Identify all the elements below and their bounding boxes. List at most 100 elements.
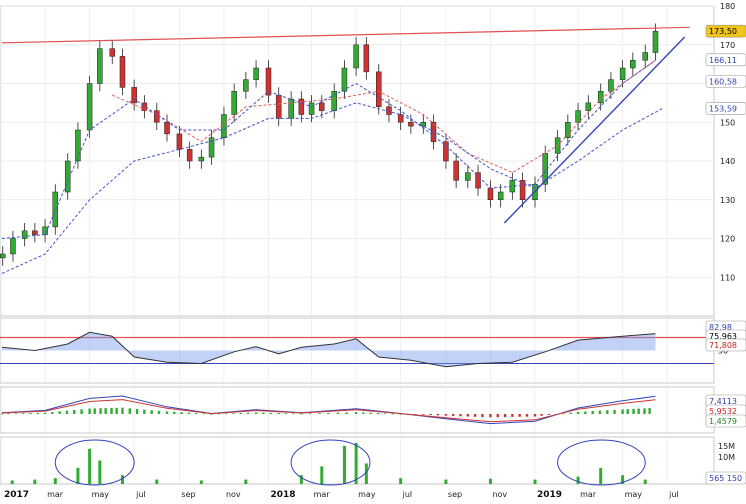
oscillator-badge-2-box	[705, 338, 746, 352]
macd-badge-1: 5,9532	[709, 407, 737, 416]
macd-histogram-bar	[621, 409, 624, 414]
candle-body	[475, 172, 481, 189]
candle-body	[319, 102, 325, 111]
volume-bar	[444, 479, 448, 484]
price-tick-label: 120	[720, 235, 735, 244]
macd-histogram-bar	[643, 408, 646, 414]
x-axis-label: may	[358, 490, 376, 499]
volume-bar	[621, 475, 625, 484]
macd-histogram-bar	[104, 408, 107, 414]
macd-histogram-bar	[187, 412, 191, 414]
macd-histogram-bar	[135, 408, 139, 414]
macd-histogram-bar	[422, 414, 425, 415]
candle-body	[186, 149, 193, 162]
candle-body	[154, 110, 160, 123]
candle-body	[119, 56, 126, 88]
macd-badge-0: 7,4113	[709, 397, 737, 406]
macd-histogram-bar	[318, 413, 321, 414]
macd-histogram-bar	[362, 412, 365, 414]
candle-body	[353, 44, 359, 69]
macd-histogram-bar	[648, 408, 651, 414]
macd-histogram-bar	[518, 414, 521, 417]
volume-bar	[199, 480, 203, 484]
volume-bar	[155, 479, 159, 484]
x-axis-label: 2018	[270, 490, 295, 500]
macd-histogram-bar	[459, 414, 462, 417]
x-axis-label: nov	[492, 490, 507, 499]
x-axis-label: 2019	[537, 490, 562, 500]
x-axis-label: mar	[314, 490, 331, 499]
price-badge-1: 166,11	[709, 56, 737, 65]
value-badges: 173,50 166,11 160,58 153,59 82,9875,96371,80…	[705, 24, 746, 485]
macd-histogram-bar	[632, 408, 635, 414]
candle-body	[141, 102, 148, 111]
macd-histogram-bar	[384, 413, 387, 415]
macd-histogram-bar	[284, 413, 288, 415]
price-badge-0-box	[705, 24, 746, 38]
candle-body	[97, 48, 103, 84]
macd-histogram-bar	[576, 411, 580, 414]
candle-body	[208, 137, 215, 158]
volume-bar	[643, 479, 647, 484]
candle-body	[243, 79, 249, 92]
candle-body	[198, 156, 205, 162]
volume-badge: 565 150	[709, 474, 742, 483]
oscillator-badge-2: 71,808	[709, 341, 737, 350]
resistance-line	[1, 26, 690, 44]
macd-histogram-bar	[354, 412, 358, 414]
macd-histogram-bar	[525, 414, 529, 417]
macd-signal-line	[1, 399, 656, 423]
price-badge-3-box	[705, 102, 746, 115]
macd-histogram-bar	[7, 413, 10, 415]
oscillator-fill	[2, 332, 656, 367]
volume-bar	[342, 445, 346, 484]
price-badge-3: 153,59	[709, 104, 737, 113]
price-tick-label: 150	[720, 118, 735, 127]
candle-body	[363, 44, 370, 73]
macd-panel	[0, 395, 656, 425]
macd-histogram-bar	[489, 414, 492, 418]
macd-histogram-bar	[14, 413, 18, 415]
macd-histogram-bar	[217, 413, 221, 415]
oscillator-panel	[0, 331, 714, 368]
candle-body	[164, 122, 170, 135]
volume-bar	[533, 479, 537, 484]
candle-body	[341, 67, 348, 92]
macd-histogram-bar	[308, 413, 312, 415]
volume-bar	[33, 479, 37, 484]
candle-body	[288, 98, 294, 119]
macd-histogram-bar	[466, 414, 470, 417]
macd-histogram-bar	[157, 410, 161, 414]
macd-histogram-bar	[496, 414, 499, 418]
oscillator-badge-0: 82,98	[709, 323, 732, 332]
candle-body	[131, 87, 137, 104]
volume-bar	[399, 478, 403, 484]
axis-labels: 1101201301401501601701805015M10M2017marm…	[4, 2, 735, 500]
macd-histogram-bar	[444, 414, 448, 416]
macd-histogram-bar	[99, 408, 102, 414]
macd-histogram-bar	[540, 414, 543, 416]
volume-highlight-ellipse-0	[54, 439, 135, 486]
x-axis-label: sep	[181, 490, 195, 499]
macd-histogram-bar	[533, 414, 537, 417]
candle-body	[42, 226, 48, 235]
macd-histogram-bar	[503, 414, 507, 418]
oscillator-line	[1, 331, 656, 368]
macd-histogram-bar	[224, 413, 228, 415]
macd-badge-2-box	[705, 414, 746, 428]
candle-body	[308, 102, 315, 115]
price-badge-2-box	[705, 74, 746, 88]
candle-body	[109, 48, 115, 57]
macd-histogram-bar	[29, 413, 32, 414]
macd-histogram-bar	[58, 411, 61, 414]
macd-histogram-bar	[93, 408, 96, 414]
candle-body	[443, 141, 449, 162]
macd-histogram-bar	[414, 414, 417, 415]
x-axis-label: 2017	[4, 490, 29, 500]
volume-bar	[10, 480, 14, 484]
x-axis-label: sep	[448, 490, 462, 499]
candle-body	[397, 114, 404, 123]
candle-body	[652, 30, 659, 53]
macd-histogram-bar	[336, 412, 340, 414]
volume-bar	[88, 448, 92, 484]
